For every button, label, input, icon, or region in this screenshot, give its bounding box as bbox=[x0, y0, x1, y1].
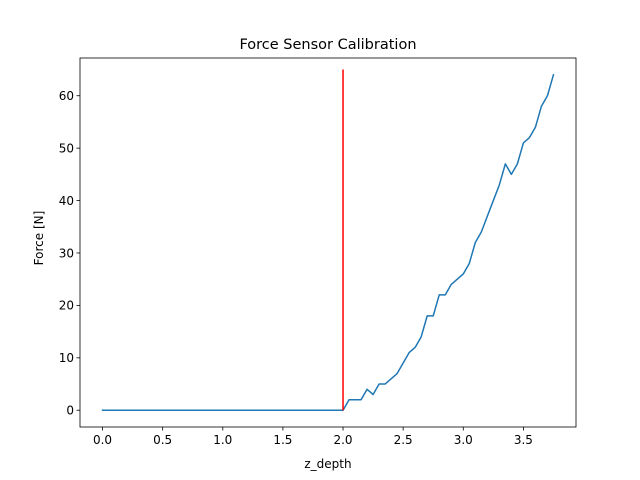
x-tick-label: 0.0 bbox=[93, 433, 112, 447]
y-tick-label: 60 bbox=[59, 89, 74, 103]
y-tick-label: 50 bbox=[59, 141, 74, 155]
chart-title: Force Sensor Calibration bbox=[239, 37, 416, 53]
y-tick-label: 40 bbox=[59, 194, 74, 208]
x-tick-label: 3.0 bbox=[454, 433, 473, 447]
plot-area bbox=[101, 69, 555, 411]
x-axis-label: z_depth bbox=[304, 457, 351, 471]
x-tick-label: 3.5 bbox=[514, 433, 533, 447]
x-tick-label: 2.5 bbox=[394, 433, 413, 447]
axes-frame bbox=[79, 57, 577, 428]
y-tick-label: 10 bbox=[59, 351, 74, 365]
series-line-0 bbox=[101, 73, 555, 411]
y-axis-ticks: 0 10 20 30 40 50 60 bbox=[59, 89, 80, 418]
y-tick-label: 20 bbox=[59, 299, 74, 313]
y-tick-label: 30 bbox=[59, 246, 74, 260]
x-tick-label: 1.5 bbox=[273, 433, 292, 447]
x-tick-label: 2.0 bbox=[333, 433, 352, 447]
x-tick-label: 1.0 bbox=[213, 433, 232, 447]
y-tick-label: 0 bbox=[66, 404, 74, 418]
x-axis-ticks: 0.0 0.5 1.0 1.5 2.0 2.5 3.0 3.5 bbox=[93, 427, 533, 447]
x-tick-label: 0.5 bbox=[153, 433, 172, 447]
y-axis-label: Force [N] bbox=[32, 211, 46, 266]
